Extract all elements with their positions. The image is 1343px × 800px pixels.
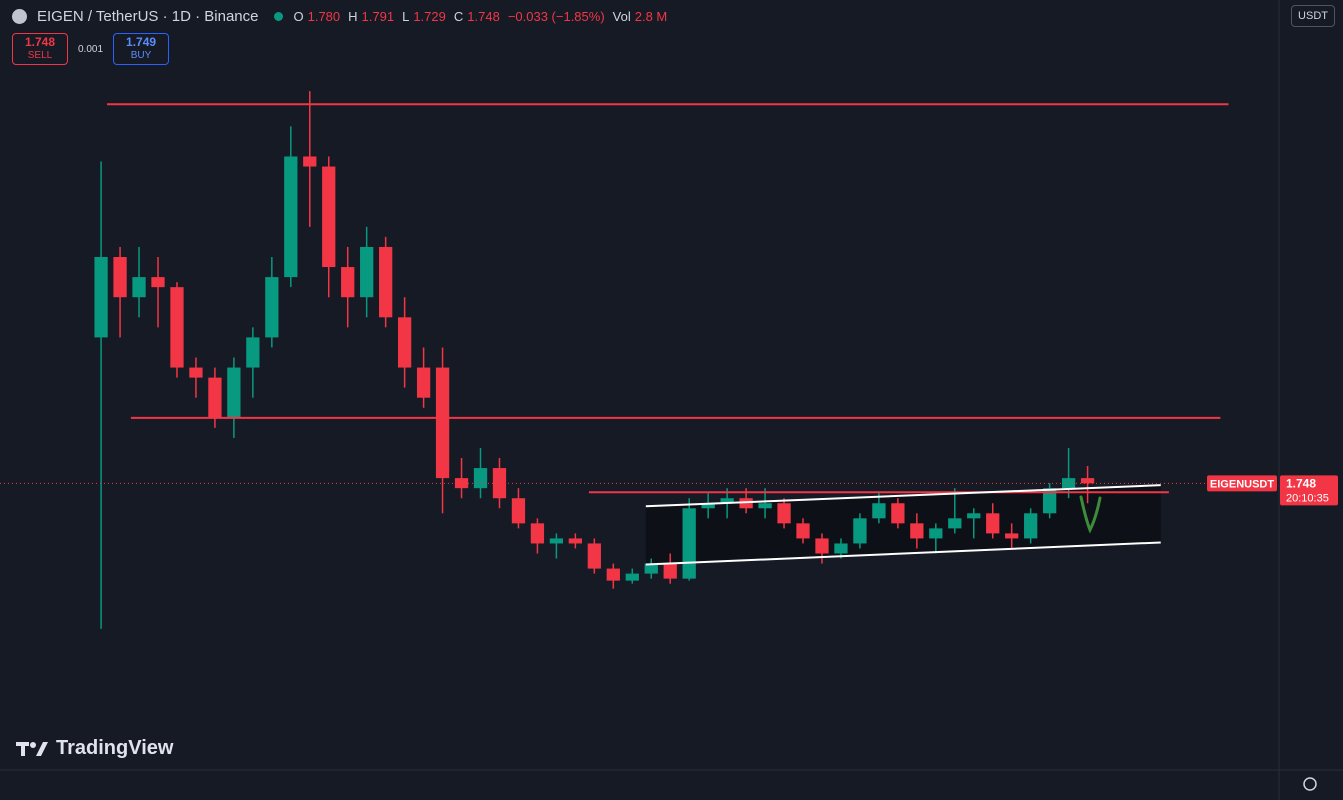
candle-body: [663, 563, 677, 579]
candle-body: [360, 246, 374, 298]
candle-body: [644, 563, 658, 574]
buy-price: 1.749: [126, 35, 157, 49]
market-status: [274, 12, 284, 21]
candle-body: [113, 257, 127, 298]
candle-body: [777, 503, 791, 524]
drawings-back: [645, 485, 1161, 565]
arrow-drawing: [1079, 495, 1102, 534]
candle-body: [322, 166, 336, 268]
candle-body: [511, 498, 526, 524]
sell-button[interactable]: 1.748 SELL: [12, 33, 68, 65]
candle-body: [568, 538, 583, 544]
ohlc-key: L: [402, 9, 410, 24]
candle-body: [1042, 488, 1057, 514]
candles: [94, 91, 1095, 629]
candle-body: [341, 267, 355, 298]
sell-label: SELL: [27, 50, 53, 61]
candle-body: [435, 367, 450, 479]
candle-body: [891, 503, 905, 524]
candle-body: [701, 503, 715, 509]
candle-body: [682, 508, 696, 579]
candle-body: [1080, 478, 1095, 484]
symbol-title: EIGEN / TetherUS · 1D · Binance: [37, 8, 259, 25]
candle-body: [929, 528, 943, 539]
candle-body: [473, 468, 488, 489]
candle-body: [227, 367, 241, 418]
candle-body: [397, 317, 412, 368]
sell-price: 1.748: [24, 35, 56, 49]
candle-body: [151, 277, 165, 288]
spread: 0.001: [78, 43, 104, 55]
symbol-icon: [12, 9, 27, 24]
candle-body: [1005, 533, 1019, 539]
candle-body: [948, 518, 962, 529]
candle-body: [454, 478, 469, 489]
candle-body: [967, 513, 981, 519]
candle-body: [530, 523, 545, 544]
candle-body: [853, 518, 867, 544]
currency-button[interactable]: USDT: [1291, 5, 1335, 27]
candle-body: [208, 377, 222, 418]
candle-body: [587, 543, 601, 569]
candle-body: [758, 503, 772, 509]
countdown-label: 20:10:35: [1286, 492, 1329, 504]
ohlc-value: 1.780: [307, 9, 341, 24]
buy-label: BUY: [130, 50, 152, 61]
candle-body: [189, 367, 203, 378]
trade-panel: 1.748 SELL 0.001 1.749 BUY: [12, 33, 170, 65]
candle-body: [379, 246, 393, 318]
candle-body: [303, 156, 317, 167]
candle-body: [796, 523, 810, 539]
candle-body: [872, 503, 886, 519]
candle-body: [170, 287, 184, 368]
ohlc-value: 1.791: [361, 9, 395, 24]
candle-body: [986, 513, 1000, 534]
branding-text: TradingView: [56, 737, 174, 759]
candle-body: [910, 523, 924, 539]
candle-body: [284, 156, 298, 278]
candle-body: [132, 277, 146, 298]
settings-icon[interactable]: [1303, 777, 1317, 791]
change: −0.033 (−1.85%): [507, 9, 605, 24]
ohlc-key: C: [453, 9, 464, 24]
channel-fill: [645, 485, 1161, 565]
candle-body: [265, 277, 279, 338]
buy-button[interactable]: 1.749 BUY: [113, 33, 170, 65]
branding-logo: [16, 741, 48, 756]
candle-body: [1024, 513, 1038, 539]
channel-line: [645, 484, 1161, 508]
candle-body: [815, 538, 829, 554]
candle-body: [246, 337, 260, 368]
price-label: 1.748: [1286, 476, 1316, 490]
candle-body: [416, 367, 431, 398]
volume-value: 2.8 M: [634, 9, 668, 24]
axes: EIGENUSDT 1.748 20:10:35: [1207, 475, 1338, 506]
channel-line: [645, 541, 1161, 566]
ohlc-key: O: [293, 9, 304, 24]
drawings: [0, 103, 1280, 566]
candle-body: [492, 468, 507, 499]
ohlc-key: H: [348, 9, 358, 24]
price-label-box: [1280, 475, 1338, 506]
candle-body: [94, 257, 108, 338]
branding: TradingView: [16, 737, 173, 760]
candle-body: [625, 573, 639, 581]
candle-body: [606, 568, 620, 581]
candle-body: [739, 498, 753, 509]
volume-key: Vol: [612, 9, 631, 24]
ohlc-value: 1.729: [413, 9, 446, 24]
symbol-label-box: [1207, 475, 1277, 492]
candle-body: [834, 543, 848, 554]
ohlc-value: 1.748: [467, 9, 500, 24]
symbol-header: EIGEN / TetherUS · 1D · Binance O 1.780 H…: [12, 8, 671, 25]
candle-body: [720, 498, 734, 504]
symbol-label: EIGENUSDT: [1210, 478, 1274, 490]
candle-body: [549, 538, 564, 544]
